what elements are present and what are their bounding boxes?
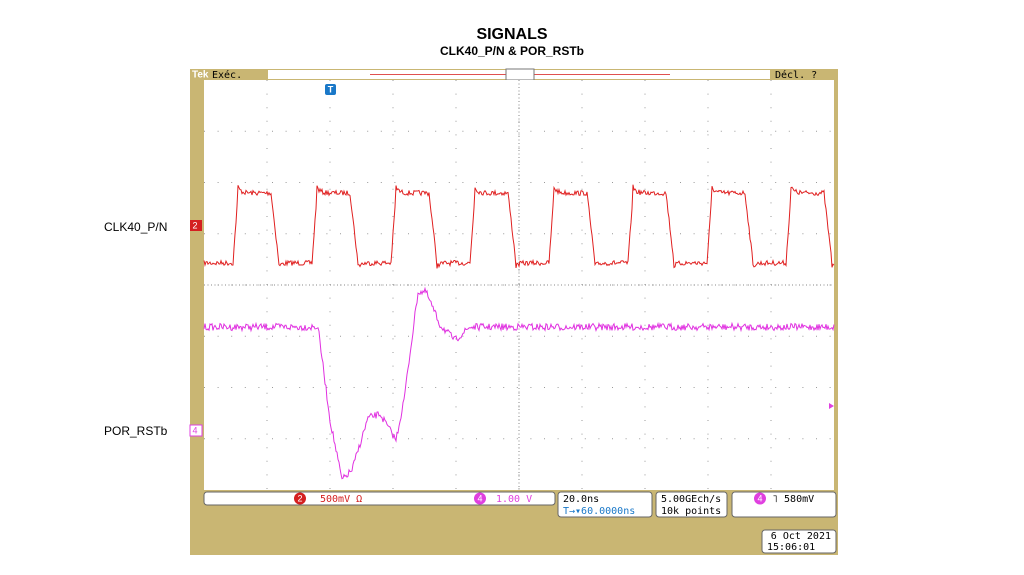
channel-box bbox=[203, 491, 556, 506]
run-state: Exéc. bbox=[212, 69, 242, 81]
ch2-badge bbox=[294, 492, 306, 505]
record-marker bbox=[505, 68, 535, 81]
timebase-box bbox=[557, 491, 653, 518]
clk-waveform bbox=[203, 184, 835, 269]
grid bbox=[204, 80, 834, 490]
title: SIGNALS bbox=[476, 26, 547, 43]
trigger-badge-label: 4 bbox=[757, 493, 762, 503]
ch2-marker bbox=[190, 220, 202, 231]
brand: Tek bbox=[192, 70, 209, 81]
trigger-level bbox=[829, 403, 834, 409]
record-length: 10k points bbox=[661, 506, 721, 517]
acq-box bbox=[655, 491, 728, 518]
timebase-delay: T→▾60.0000ns bbox=[563, 506, 635, 517]
timebase-scale: 20.0ns bbox=[563, 494, 599, 505]
time: 15:06:01 bbox=[767, 542, 815, 553]
date: 6 Oct 2021 bbox=[771, 531, 831, 542]
trigger-badge bbox=[754, 492, 766, 505]
sample-rate: 5.00GEch/s bbox=[661, 494, 721, 505]
signal-label: POR_RSTb bbox=[104, 424, 168, 438]
ch4-badge bbox=[474, 492, 486, 505]
ch4-scale: 1.00 V bbox=[496, 494, 532, 505]
ch4-badge-label: 4 bbox=[477, 493, 482, 503]
ch4-marker bbox=[189, 424, 203, 437]
trigger-level-text: ˥ 580mV bbox=[772, 494, 814, 505]
date-box bbox=[761, 529, 837, 554]
signal-label: CLK40_P/N bbox=[104, 220, 167, 234]
trigger-state: Décl. ? bbox=[775, 69, 817, 81]
ch2-badge-label: 2 bbox=[297, 493, 302, 503]
ch2-scale: 500mV Ω bbox=[320, 494, 362, 505]
subtitle: CLK40_P/N & POR_RSTb bbox=[440, 44, 584, 58]
trigger-pos-label: T bbox=[328, 84, 334, 94]
ch2-marker-label: 2 bbox=[192, 220, 197, 230]
trigger-pos bbox=[325, 84, 336, 95]
por-waveform bbox=[203, 286, 835, 480]
ch4-marker-label: 4 bbox=[192, 425, 197, 435]
